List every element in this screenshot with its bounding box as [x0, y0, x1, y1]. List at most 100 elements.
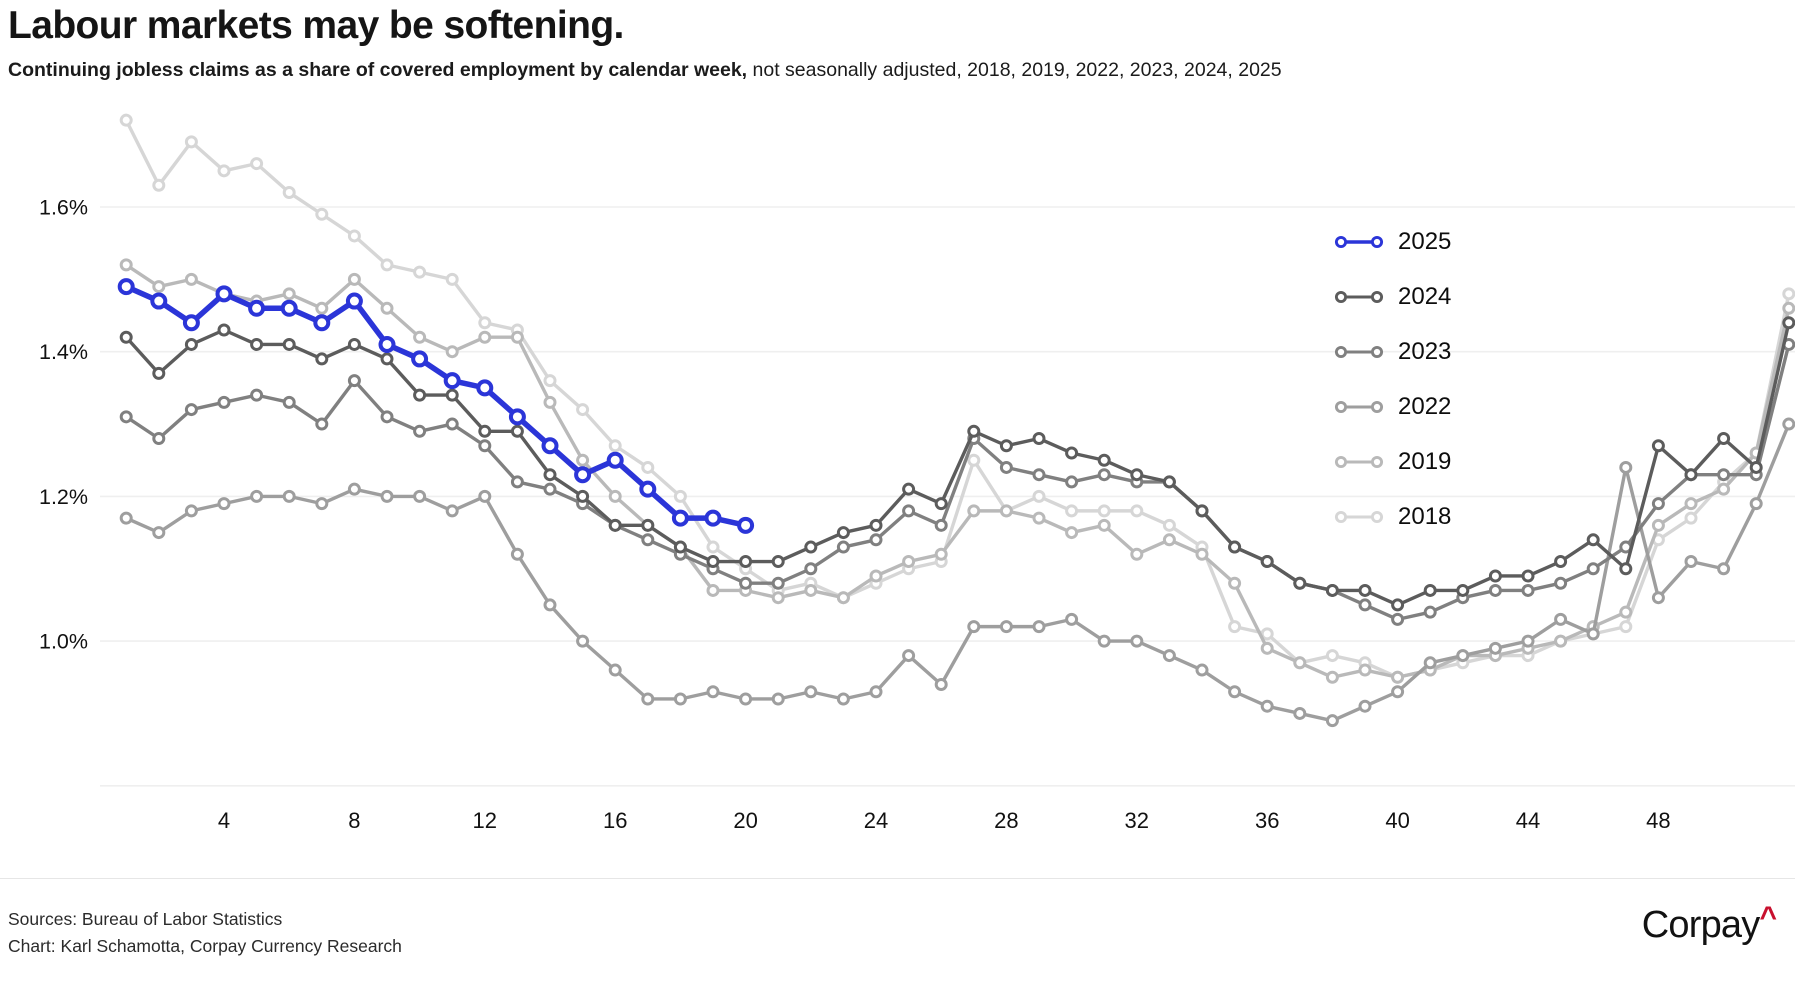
data-point-2024-w46	[1586, 533, 1600, 547]
chart-header: Labour markets may be softening. Continu…	[8, 4, 1788, 82]
data-point-2022-w15	[576, 634, 590, 648]
data-point-2023-w8	[347, 374, 361, 388]
data-point-2022-w11	[445, 504, 459, 518]
chart-subtitle: Continuing jobless claims as a share of …	[8, 58, 1788, 82]
data-point-2022-w52	[1782, 417, 1795, 431]
data-point-2019-w48	[1651, 518, 1665, 532]
data-point-2023-w5	[250, 388, 264, 402]
data-point-2024-w10	[413, 388, 427, 402]
data-point-2019-w15	[576, 453, 590, 467]
data-point-2019-w50	[1717, 482, 1731, 496]
data-point-2023-w9	[380, 410, 394, 424]
data-point-2024-w19	[706, 555, 720, 569]
data-point-2025-w8	[345, 292, 363, 310]
legend-item-2024: 2024	[1333, 283, 1451, 311]
data-point-2025-w18	[671, 509, 689, 527]
data-point-2019-w37	[1293, 656, 1307, 670]
data-point-2019-w30	[1065, 526, 1079, 540]
data-point-2024-w51	[1749, 460, 1763, 474]
data-point-2023-w50	[1717, 468, 1731, 482]
data-point-2018-w27	[967, 453, 981, 467]
data-point-2022-w50	[1717, 562, 1731, 576]
data-point-2022-w36	[1260, 699, 1274, 713]
data-point-2024-w32	[1130, 468, 1144, 482]
data-point-2023-w20	[739, 576, 753, 590]
data-point-2023-w17	[641, 533, 655, 547]
data-point-2022-w2	[152, 526, 166, 540]
data-point-2023-w30	[1065, 475, 1079, 489]
data-point-2025-w12	[476, 379, 494, 397]
legend-item-2023: 2023	[1333, 338, 1451, 366]
data-point-2019-w38	[1325, 670, 1339, 684]
data-point-2018-w30	[1065, 504, 1079, 518]
y-tick-label: 1.2%	[39, 485, 88, 509]
data-point-2023-w25	[902, 504, 916, 518]
data-point-2019-w22	[804, 583, 818, 597]
data-point-2024-w5	[250, 337, 264, 351]
series-line-2023	[125, 344, 1791, 622]
data-point-2023-w23	[836, 540, 850, 554]
data-point-2025-w4	[215, 285, 233, 303]
data-point-2018-w38	[1325, 649, 1339, 663]
legend-label-2024: 2024	[1398, 283, 1452, 310]
data-point-2022-w4	[217, 497, 231, 511]
data-point-2024-w16	[608, 518, 622, 532]
data-point-2019-w45	[1554, 634, 1568, 648]
data-point-2024-w52	[1782, 316, 1795, 330]
chart-title: Labour markets may be softening.	[8, 4, 624, 47]
data-point-2024-w15	[576, 489, 590, 503]
x-tick-label: 44	[1516, 808, 1540, 833]
series-line-2018	[124, 119, 1791, 679]
data-point-2024-w17	[641, 518, 655, 532]
data-point-2023-w41	[1423, 605, 1437, 619]
legend-label-2019: 2019	[1398, 448, 1452, 475]
data-point-2024-w4	[217, 323, 231, 337]
chart-subtitle-bold: Continuing jobless claims as a share of …	[8, 58, 748, 81]
data-point-2022-w35	[1228, 685, 1242, 699]
y-tick-label: 1.4%	[39, 340, 88, 364]
data-point-2023-w13	[510, 475, 524, 489]
data-point-2018-w4	[217, 164, 231, 178]
series-line-2019	[125, 263, 1791, 679]
data-point-2024-w31	[1097, 453, 1111, 467]
data-point-2019-w29	[1032, 511, 1046, 525]
legend-item-2022: 2022	[1333, 393, 1451, 421]
data-point-2018-w52	[1782, 287, 1795, 301]
data-point-2022-w14	[543, 598, 557, 612]
data-point-2023-w28	[999, 460, 1013, 474]
data-point-2025-w11	[443, 372, 461, 390]
data-point-2022-w16	[608, 663, 622, 677]
data-point-2023-w7	[315, 417, 329, 431]
claims-line-chart-canvas: 1.6%1.4%1.2%1.0%4 8 12 16 20 24 28 32 36 40 44 48	[39, 113, 1795, 833]
data-point-2023-w21	[771, 576, 785, 590]
data-point-2018-w8	[347, 229, 361, 243]
data-point-2022-w37	[1293, 706, 1307, 720]
legend-label-2025: 2025	[1398, 228, 1452, 255]
data-point-2019-w33	[1162, 533, 1176, 547]
data-point-2019-w6	[282, 287, 296, 301]
data-point-2024-w8	[347, 337, 361, 351]
data-point-2018-w14	[543, 374, 557, 388]
series-2024	[119, 316, 1795, 612]
data-point-2018-w2	[152, 178, 166, 192]
corpay-logo: Corpay^	[1642, 901, 1777, 947]
data-point-2018-w49	[1684, 511, 1698, 525]
data-point-2024-w30	[1065, 446, 1079, 460]
legend-marker-icon	[1334, 455, 1384, 469]
legend-item-2025: 2025	[1333, 228, 1451, 256]
data-point-2023-w48	[1651, 497, 1665, 511]
data-point-2024-w40	[1391, 598, 1405, 612]
data-point-2024-w6	[282, 337, 296, 351]
data-point-2024-w33	[1162, 475, 1176, 489]
data-point-2019-w52	[1782, 301, 1795, 315]
data-point-2024-w50	[1717, 432, 1731, 446]
x-tick-label: 32	[1125, 808, 1149, 833]
data-point-2019-w31	[1097, 518, 1111, 532]
data-point-2023-w11	[445, 417, 459, 431]
legend-item-2018: 2018	[1333, 503, 1451, 531]
data-point-2024-w49	[1684, 468, 1698, 482]
data-point-2022-w38	[1325, 714, 1339, 728]
data-point-2024-w12	[478, 424, 492, 438]
data-point-2024-w41	[1423, 583, 1437, 597]
data-point-2023-w24	[869, 533, 883, 547]
